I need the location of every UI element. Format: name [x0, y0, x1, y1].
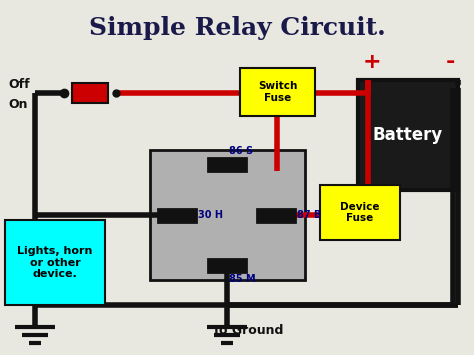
Text: 30 H: 30 H	[198, 210, 223, 220]
Text: To Ground: To Ground	[212, 323, 283, 337]
Bar	[257, 209, 295, 222]
Text: Device
Fuse: Device Fuse	[340, 202, 380, 223]
Text: -: -	[445, 52, 455, 72]
Text: Off: Off	[8, 77, 30, 91]
Bar	[208, 158, 246, 171]
Bar	[240, 68, 315, 116]
Text: On: On	[8, 98, 27, 110]
Bar	[150, 150, 305, 280]
Bar	[208, 259, 246, 272]
Text: Battery: Battery	[373, 126, 443, 144]
Bar	[320, 185, 400, 240]
Text: 87 B: 87 B	[297, 210, 321, 220]
Bar	[5, 220, 105, 305]
Text: Simple Relay Circuit.: Simple Relay Circuit.	[89, 16, 385, 40]
Text: 85 M: 85 M	[229, 274, 255, 284]
Bar	[158, 209, 196, 222]
Text: Lights, horn
or other
device.: Lights, horn or other device.	[18, 246, 93, 279]
Bar	[358, 80, 458, 190]
Bar	[72, 83, 108, 103]
Text: Switch
Fuse: Switch Fuse	[258, 81, 297, 103]
Text: 86 S: 86 S	[229, 146, 253, 156]
Text: +: +	[363, 52, 381, 72]
